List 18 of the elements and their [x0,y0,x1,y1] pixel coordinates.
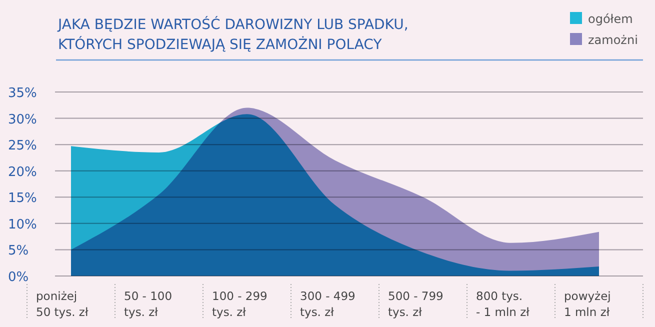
x-tick-label: powyżej 1 mln zł [564,289,611,319]
y-tick-label: 5% [8,244,29,259]
y-tick-label: 10% [8,217,37,232]
y-tick-label: 35% [8,86,37,101]
y-tick-label: 25% [8,138,37,154]
y-tick-label: 20% [8,164,37,180]
y-tick-label: 15% [8,191,37,206]
x-tick-label: 100 - 299 tys. zł [212,289,268,319]
legend-label: zamożni [588,33,638,47]
y-tick-label: 30% [8,112,37,128]
chart-title: JAKA BĘDZIE WARTOŚĆ DAROWIZNY LUB SPADKU, KTÓRYCH SPODZIEWAJĄ SIĘ ZAMOŻNI POLACY [57,16,408,53]
x-tick-label: 500 - 799 tys. zł [388,289,444,319]
legend-label: ogółem [588,12,633,26]
x-tick-label: poniżej 50 tys. zł [36,289,89,319]
y-tick-label: 0% [8,270,29,285]
x-tick-label: 300 - 499 tys. zł [300,289,356,319]
x-tick-label: 50 - 100 tys. zł [124,289,172,319]
x-tick-label: 800 tys. - 1 mln zł [476,289,530,319]
